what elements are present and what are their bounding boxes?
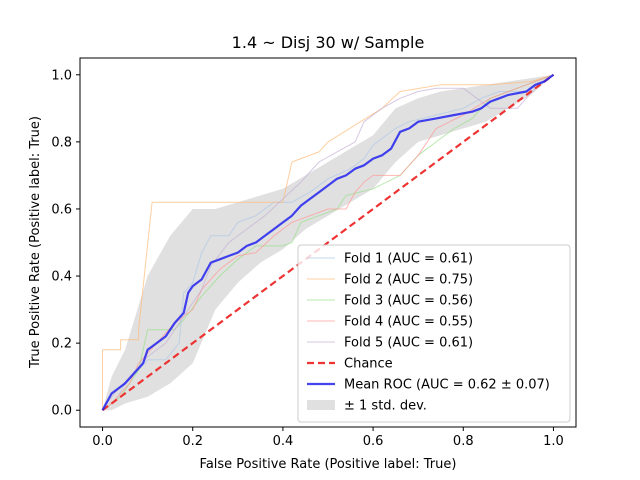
x-tick-label: 0.4 bbox=[273, 434, 294, 449]
roc-series-line-4 bbox=[102, 74, 554, 411]
y-axis-label: True Positive Rate (Positive label: True… bbox=[28, 116, 43, 369]
x-tick-label: 0.8 bbox=[453, 434, 474, 449]
legend-entry-label: ± 1 std. dev. bbox=[344, 399, 427, 414]
y-tick-label: 0.4 bbox=[51, 270, 72, 285]
plot-area bbox=[101, 73, 555, 412]
legend-entry-label: Mean ROC (AUC = 0.62 ± 0.07) bbox=[344, 378, 550, 393]
legend-entry-label: Fold 5 (AUC = 0.61) bbox=[344, 336, 473, 351]
y-tick-label: 0.6 bbox=[51, 202, 72, 217]
roc-series-line-2 bbox=[102, 74, 554, 411]
legend: Fold 1 (AUC = 0.61) Fold 2 (AUC = 0.75) Fo… bbox=[297, 244, 571, 423]
legend-entry-label: Fold 4 (AUC = 0.55) bbox=[344, 315, 473, 330]
y-tick-label: 0.8 bbox=[51, 135, 72, 150]
roc-series-line-5 bbox=[102, 74, 554, 411]
legend-entry-label: Fold 1 (AUC = 0.61) bbox=[344, 252, 473, 267]
legend-box bbox=[297, 244, 571, 423]
roc-series-line-6 bbox=[101, 73, 555, 412]
x-axis-label: False Positive Rate (Positive label: Tru… bbox=[200, 457, 457, 472]
x-tick-label: 1.0 bbox=[543, 434, 564, 449]
x-tick-label: 0.2 bbox=[182, 434, 203, 449]
legend-entry-label: Fold 2 (AUC = 0.75) bbox=[344, 273, 473, 288]
legend-entry-label: Chance bbox=[344, 357, 393, 372]
legend-swatch-band bbox=[307, 400, 335, 410]
roc-series-line-7 bbox=[101, 73, 555, 411]
y-tick-label: 0.0 bbox=[51, 404, 72, 419]
x-tick-label: 0.6 bbox=[363, 434, 384, 449]
y-tick-label: 0.2 bbox=[51, 337, 72, 352]
chart-title: 1.4 ~ Disj 30 w/ Sample bbox=[232, 33, 425, 52]
y-tick-label: 1.0 bbox=[51, 68, 72, 83]
axes-frame bbox=[79, 57, 577, 428]
legend-entry-label: Fold 3 (AUC = 0.56) bbox=[344, 294, 473, 309]
x-tick-label: 0.0 bbox=[92, 434, 113, 449]
axis-ticks: 0.0 0.0 0.2 0.2 0.4 0.4 0.6 0.6 0.8 0.8 1.0 1.0 bbox=[51, 68, 563, 449]
